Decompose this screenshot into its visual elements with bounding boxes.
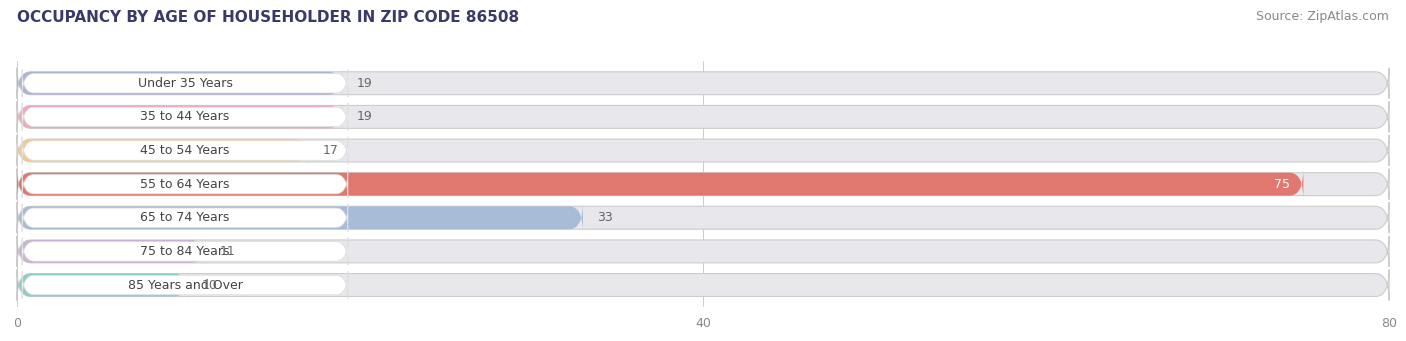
Text: 11: 11 bbox=[219, 245, 235, 258]
Text: Source: ZipAtlas.com: Source: ZipAtlas.com bbox=[1256, 10, 1389, 23]
FancyBboxPatch shape bbox=[17, 169, 1303, 199]
Text: 75 to 84 Years: 75 to 84 Years bbox=[141, 245, 229, 258]
Text: 33: 33 bbox=[596, 211, 613, 224]
Text: 19: 19 bbox=[357, 110, 373, 123]
Text: 17: 17 bbox=[322, 144, 337, 157]
FancyBboxPatch shape bbox=[17, 68, 343, 99]
Text: Under 35 Years: Under 35 Years bbox=[138, 77, 232, 90]
Text: 55 to 64 Years: 55 to 64 Years bbox=[141, 178, 229, 191]
FancyBboxPatch shape bbox=[22, 103, 347, 131]
FancyBboxPatch shape bbox=[17, 101, 1389, 132]
Text: 45 to 54 Years: 45 to 54 Years bbox=[141, 144, 229, 157]
FancyBboxPatch shape bbox=[17, 270, 188, 300]
FancyBboxPatch shape bbox=[22, 238, 347, 265]
FancyBboxPatch shape bbox=[22, 137, 347, 164]
FancyBboxPatch shape bbox=[17, 236, 1389, 267]
Text: 35 to 44 Years: 35 to 44 Years bbox=[141, 110, 229, 123]
FancyBboxPatch shape bbox=[17, 236, 205, 267]
FancyBboxPatch shape bbox=[22, 170, 347, 198]
FancyBboxPatch shape bbox=[22, 271, 347, 299]
Text: 10: 10 bbox=[202, 279, 218, 292]
FancyBboxPatch shape bbox=[17, 101, 343, 132]
FancyBboxPatch shape bbox=[17, 270, 1389, 300]
FancyBboxPatch shape bbox=[17, 68, 1389, 99]
Text: 85 Years and Over: 85 Years and Over bbox=[128, 279, 242, 292]
Text: 19: 19 bbox=[357, 77, 373, 90]
FancyBboxPatch shape bbox=[22, 204, 347, 232]
FancyBboxPatch shape bbox=[17, 135, 1389, 166]
FancyBboxPatch shape bbox=[17, 202, 1389, 233]
FancyBboxPatch shape bbox=[17, 202, 583, 233]
Text: OCCUPANCY BY AGE OF HOUSEHOLDER IN ZIP CODE 86508: OCCUPANCY BY AGE OF HOUSEHOLDER IN ZIP C… bbox=[17, 10, 519, 25]
FancyBboxPatch shape bbox=[22, 70, 347, 97]
FancyBboxPatch shape bbox=[17, 135, 308, 166]
Text: 65 to 74 Years: 65 to 74 Years bbox=[141, 211, 229, 224]
Text: 75: 75 bbox=[1274, 178, 1289, 191]
FancyBboxPatch shape bbox=[17, 169, 1389, 199]
